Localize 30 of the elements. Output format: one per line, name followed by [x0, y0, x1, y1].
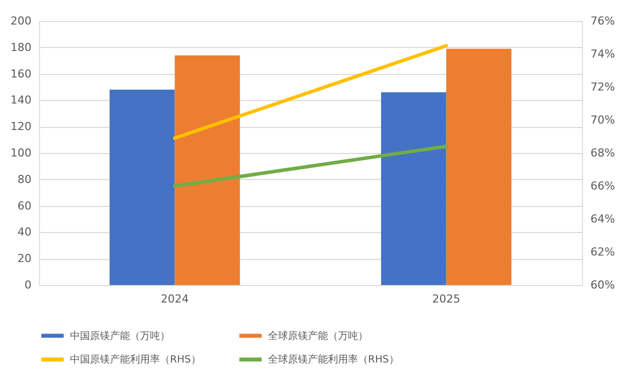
y2-tick-label: 70%: [590, 114, 615, 126]
y2-tick-label: 72%: [590, 80, 615, 94]
y-tick-label: 80: [18, 172, 32, 186]
y-tick-label: 20: [18, 252, 32, 266]
legend-label: 中国原镁产能（万吨）: [70, 330, 170, 342]
y2-tick-label: 74%: [590, 48, 615, 60]
y2-tick-label: 64%: [590, 212, 615, 226]
y2-tick-label: 62%: [590, 246, 615, 258]
y-tick-label: 160: [10, 67, 32, 80]
y2-tick-label: 66%: [590, 180, 615, 192]
bar: [110, 90, 175, 285]
y-tick-label: 60: [18, 199, 32, 212]
y2-tick-label: 76%: [590, 14, 615, 28]
y-tick-label: 200: [10, 14, 32, 28]
bar: [381, 92, 446, 285]
legend-label: 全球原镁产能利用率（RHS）: [268, 354, 399, 366]
y-tick-label: 120: [10, 120, 32, 134]
y2-tick-label: 68%: [590, 146, 615, 160]
legend-label: 全球原镁产能（万吨）: [268, 330, 368, 342]
bar: [446, 48, 512, 285]
x-tick-label: 2024: [160, 292, 189, 306]
y2-tick-label: 60%: [590, 278, 615, 292]
legend-label: 中国原镁产能利用率（RHS）: [70, 354, 201, 366]
y-tick-label: 140: [10, 94, 32, 107]
y-tick-label: 0: [24, 278, 32, 292]
bar: [174, 55, 240, 285]
x-tick-label: 2025: [432, 292, 460, 306]
y-tick-label: 40: [18, 226, 32, 239]
y-tick-label: 180: [10, 40, 32, 54]
y-tick-label: 100: [10, 146, 32, 160]
